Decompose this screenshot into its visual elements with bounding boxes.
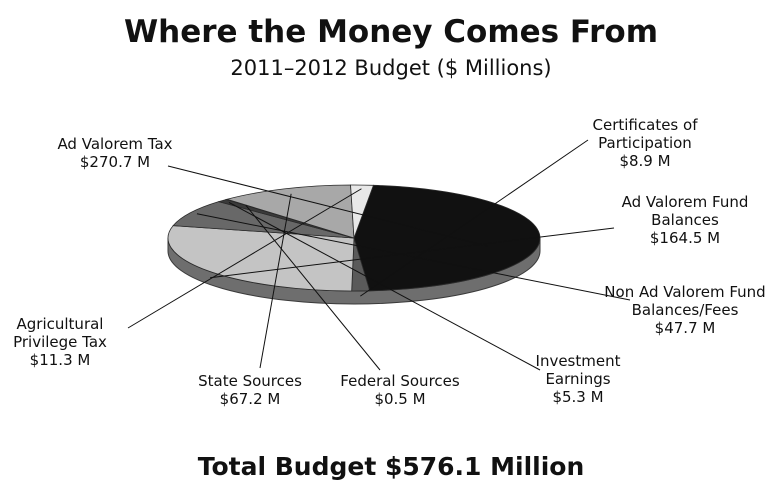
pie-slice-ad-valorem-tax	[353, 184, 541, 292]
leader-line-agricultural-privilege-tax	[127, 188, 362, 329]
label-federal-sources: Federal Sources $0.5 M	[330, 372, 470, 408]
slice-label-line: Ad Valorem Tax	[57, 135, 173, 153]
label-ad-valorem-tax: Ad Valorem Tax $270.7 M	[30, 135, 200, 171]
chart-title: Where the Money Comes From	[123, 14, 659, 50]
pie-slice-state-sources	[225, 184, 355, 239]
slice-value-label: $8.9 M	[619, 152, 671, 170]
slice-label-line: State Sources	[198, 372, 302, 390]
label-non-ad-valorem-fund-balances-fees: Non Ad Valorem Fund Balances/Fees $47.7 …	[592, 283, 778, 337]
leader-line-non-ad-valorem-fund-balances-fees	[196, 213, 631, 301]
slice-label-line: Balances	[651, 211, 719, 229]
slice-label-line: Privilege Tax	[13, 333, 107, 351]
slice-value-label: $270.7 M	[79, 153, 151, 171]
slice-label-line: Non Ad Valorem Fund	[604, 283, 766, 301]
label-state-sources: State Sources $67.2 M	[180, 372, 320, 408]
slice-value-label: $5.3 M	[552, 388, 604, 406]
slice-label-line: Agricultural	[16, 315, 104, 333]
slice-value-label: $11.3 M	[29, 351, 91, 369]
leader-line-state-sources	[259, 193, 292, 369]
slice-value-label: $0.5 M	[374, 390, 426, 408]
label-certificates-of-participation: Certificates of Participation $8.9 M	[560, 116, 730, 170]
slice-label-line: Ad Valorem Fund	[621, 193, 749, 211]
slice-label-line: Participation	[598, 134, 692, 152]
leader-line-ad-valorem-tax	[167, 165, 489, 247]
pie-slice-ad-valorem-fund-balances	[167, 225, 355, 292]
slice-value-label: $164.5 M	[649, 229, 721, 247]
pie-slice-agricultural-privilege-tax	[350, 184, 375, 239]
leader-line-certificates-of-participation	[360, 139, 589, 297]
pie-slice-non-ad-valorem-fund-balances-fees	[172, 201, 355, 239]
slice-value-label: $47.7 M	[654, 319, 716, 337]
label-investment-earnings: Investment Earnings $5.3 M	[518, 352, 638, 406]
total-budget: Total Budget $576.1 Million	[197, 452, 585, 481]
slice-label-line: Certificates of	[592, 116, 698, 134]
chart-subtitle: 2011–2012 Budget ($ Millions)	[230, 56, 552, 80]
slice-label-line: Earnings	[545, 370, 611, 388]
leader-line-investment-earnings	[228, 201, 541, 371]
slice-value-label: $67.2 M	[219, 390, 281, 408]
slice-label-line: Federal Sources	[340, 372, 460, 390]
leader-line-federal-sources	[245, 204, 381, 371]
slice-label-line: Balances/Fees	[631, 301, 739, 319]
slice-label-line: Investment	[535, 352, 621, 370]
label-ad-valorem-fund-balances: Ad Valorem Fund Balances $164.5 M	[600, 193, 770, 247]
label-agricultural-privilege-tax: Agricultural Privilege Tax $11.3 M	[0, 315, 120, 369]
